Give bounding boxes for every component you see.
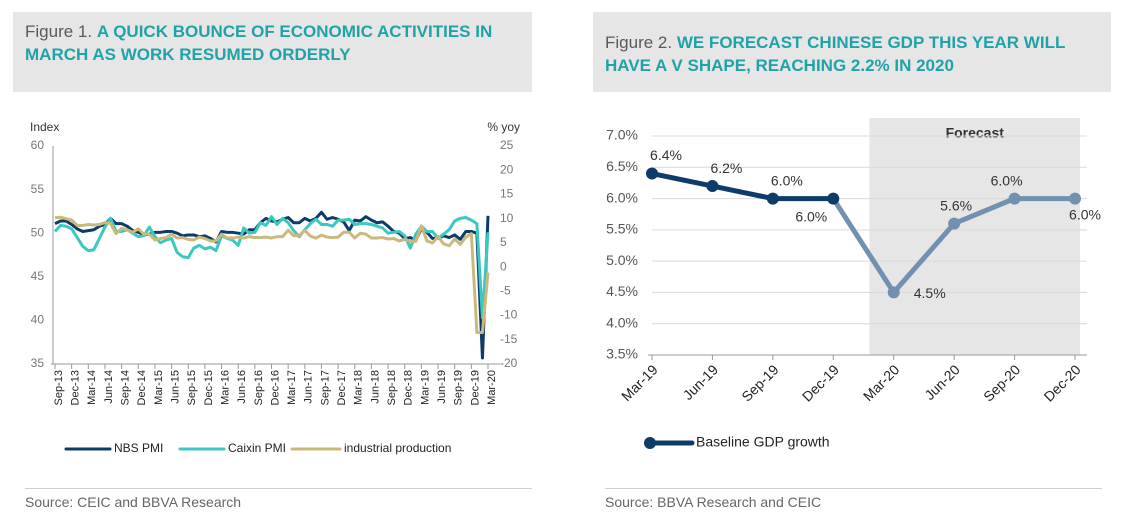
x-tick-label: Dec-16 <box>269 370 281 405</box>
y-tick-label: 55 <box>31 182 45 196</box>
y-axis-title: Index <box>30 120 59 134</box>
data-label: 6.0% <box>991 172 1023 188</box>
y-tick-label: 3.5% <box>606 346 638 362</box>
y2-tick-label: -20 <box>500 356 518 370</box>
x-tick-label: Jun-19 <box>680 361 722 403</box>
x-tick-label: Dec-13 <box>70 370 82 405</box>
series-line <box>651 171 834 202</box>
y2-tick-label: 20 <box>500 162 514 176</box>
data-point <box>827 192 840 205</box>
x-tick-label: Dec-19 <box>799 361 842 404</box>
series-line <box>54 215 490 335</box>
x-tick-label: Mar-20 <box>486 370 498 405</box>
y2-tick-label: 5 <box>500 235 507 249</box>
x-tick-label: Mar-15 <box>153 370 165 405</box>
charts: 35 40 45 50 55 60 -20 -15 -10 -5 0 5 10 15 20 25 Index % … <box>30 118 1101 455</box>
y-tick-label: 60 <box>31 138 45 152</box>
y-tick-label: 50 <box>31 225 45 239</box>
x-tick-label: Sep-17 <box>319 370 331 405</box>
x-tick-label: Jun-16 <box>236 370 248 404</box>
x-tick-label: Dec-17 <box>336 370 348 405</box>
x-tick-label: Mar-18 <box>353 370 365 405</box>
x-tick-label: Dec-19 <box>469 370 481 405</box>
legend-label: Baseline GDP growth <box>696 434 830 450</box>
x-tick-label: Dec-15 <box>203 370 215 405</box>
y-tick-label: 5.0% <box>606 252 638 268</box>
x-tick-label: Jun-20 <box>921 361 963 403</box>
data-label: 6.0% <box>1069 206 1101 222</box>
x-tick-label: Jun-17 <box>303 370 315 404</box>
x-tick-label: Dec-20 <box>1041 361 1084 404</box>
x-tick-label: Mar-16 <box>219 370 231 405</box>
y2-tick-label: -15 <box>500 332 518 346</box>
x-tick-label: Jun-15 <box>169 370 181 404</box>
legend-label: Caixin PMI <box>228 441 286 455</box>
y-tick-label: 40 <box>31 313 45 327</box>
data-point <box>646 167 658 180</box>
data-label: 5.6% <box>940 197 972 213</box>
data-point <box>706 180 719 193</box>
source: Source: BBVA Research and CEIC <box>605 488 1102 510</box>
x-tick-label: Mar-14 <box>86 370 98 405</box>
figure-title: WE FORECAST CHINESE GDP THIS YEAR WILL H… <box>605 33 1066 75</box>
y2-tick-label: 10 <box>500 211 514 225</box>
data-point <box>1008 192 1021 205</box>
x-tick-label: Sep-19 <box>738 361 781 404</box>
figure-title: A QUICK BOUNCE OF ECONOMIC ACTIVITIES IN… <box>25 22 493 64</box>
x-tick-label: Jun-18 <box>369 370 381 404</box>
figure-label: Figure 2. <box>605 33 673 52</box>
x-tick-label: Mar-19 <box>618 361 661 404</box>
y-tick-label: 35 <box>31 356 45 370</box>
y-tick-label: 7.0% <box>606 127 638 143</box>
source: Source: CEIC and BBVA Research <box>25 488 532 510</box>
x-tick-label: Sep-19 <box>453 370 465 405</box>
x-tick-label: Jun-19 <box>436 370 448 404</box>
x-tick-label: Sep-13 <box>53 370 65 405</box>
data-label: 6.2% <box>710 160 742 176</box>
y-tick-label: 6.0% <box>606 189 638 205</box>
data-point <box>948 217 961 230</box>
y2-tick-label: -5 <box>500 284 511 298</box>
legend-label: NBS PMI <box>114 441 163 455</box>
figure-header: Figure 1. A QUICK BOUNCE OF ECONOMIC ACT… <box>13 12 532 92</box>
x-tick-label: Mar-17 <box>286 370 298 405</box>
data-label: 6.0% <box>771 172 803 188</box>
data-point <box>766 192 779 205</box>
figure-label: Figure 1. <box>25 22 93 41</box>
y2-axis-title: % yoy <box>487 120 520 134</box>
data-point <box>1069 192 1081 205</box>
forecast-region <box>869 118 1080 355</box>
y-tick-label: 45 <box>31 269 45 283</box>
y-tick-label: 5.5% <box>606 221 638 237</box>
data-label: 6.4% <box>650 147 682 163</box>
x-tick-label: Mar-19 <box>419 370 431 405</box>
x-tick-label: Sep-14 <box>120 370 132 405</box>
y2-tick-label: -10 <box>500 308 518 322</box>
x-tick-label: Jun-14 <box>103 370 115 404</box>
data-label: 6.0% <box>795 208 827 224</box>
y-tick-label: 4.0% <box>606 314 638 330</box>
y2-tick-label: 15 <box>500 187 514 201</box>
data-point <box>887 286 900 299</box>
x-tick-label: Dec-14 <box>136 370 148 405</box>
x-tick-label: Sep-18 <box>386 370 398 405</box>
x-tick-label: Sep-20 <box>980 361 1023 404</box>
figure-header: Figure 2. WE FORECAST CHINESE GDP THIS Y… <box>593 12 1111 92</box>
data-label: 4.5% <box>914 285 946 301</box>
y-tick-label: 6.5% <box>606 158 638 174</box>
forecast-label: Forecast <box>946 125 1005 141</box>
y2-tick-label: 0 <box>500 259 507 273</box>
legend-marker <box>644 437 656 449</box>
x-tick-label: Sep-16 <box>253 370 265 405</box>
y-tick-label: 4.5% <box>606 283 638 299</box>
legend-label: industrial production <box>344 441 451 455</box>
y2-tick-label: 25 <box>500 138 514 152</box>
x-tick-label: Mar-20 <box>860 361 903 404</box>
x-tick-label: Sep-15 <box>186 370 198 405</box>
x-tick-label: Dec-18 <box>403 370 415 405</box>
